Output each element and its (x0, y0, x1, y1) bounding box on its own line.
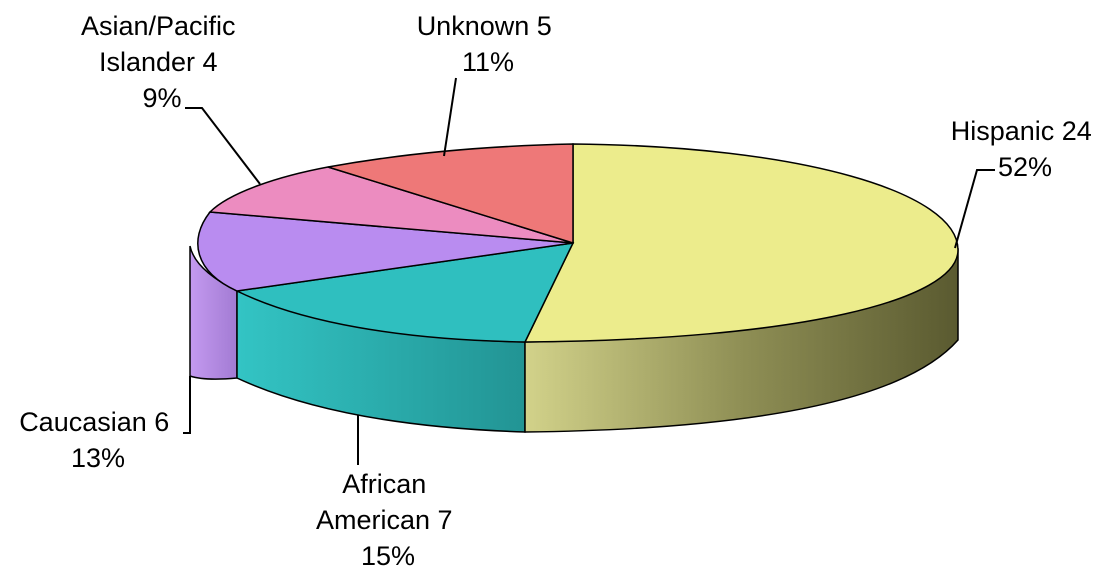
slice-top-hispanic (523, 143, 959, 343)
slice-top-caucasian (197, 211, 574, 292)
data-label-unknown: Unknown 5 11% (417, 11, 560, 77)
data-labels: Unknown 5 11% Asian/Pacific Islander 4 9… (19, 11, 1100, 571)
data-label-caucasian: Caucasian 6 13% (19, 407, 177, 473)
slice-top-unknown (327, 143, 574, 245)
pie-top-faces (197, 143, 959, 343)
slice-top-asian-pacific-islander (208, 166, 574, 244)
data-label-asian-pacific-islander: Asian/Pacific Islander 4 9% (81, 11, 243, 113)
pie-side-walls (189, 245, 959, 433)
leader-line-caucasian (183, 376, 191, 434)
leader-lines (183, 77, 995, 465)
data-label-african-american: African American 7 15% (316, 469, 460, 571)
leader-line-hispanic (954, 169, 995, 249)
leader-line-unknown (443, 77, 457, 157)
slice-top-african-american (234, 242, 575, 343)
data-label-hispanic: Hispanic 24 52% (951, 116, 1100, 182)
leader-line-asian-pacific-islander (185, 107, 261, 185)
